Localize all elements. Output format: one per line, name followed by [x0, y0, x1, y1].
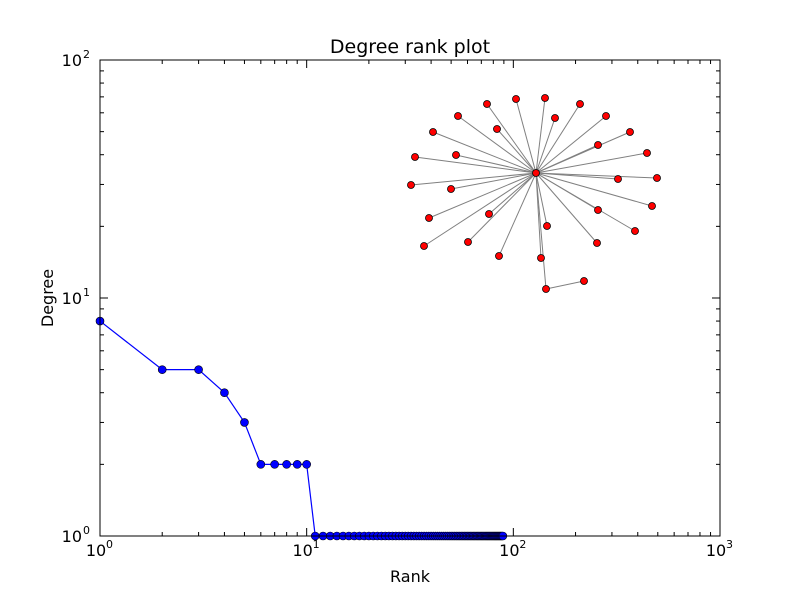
network-edge — [457, 115, 537, 174]
network-edge — [467, 172, 537, 243]
network-node — [580, 277, 588, 285]
network-node — [420, 242, 428, 250]
network-edge — [535, 144, 599, 174]
network-node — [576, 100, 584, 108]
network-edge — [535, 103, 581, 174]
network-edge — [486, 103, 537, 174]
network-node — [653, 174, 661, 182]
network-edge — [428, 172, 537, 219]
network-node — [551, 114, 559, 122]
network-edge — [410, 172, 537, 186]
x-tick-exponent: 3 — [726, 538, 733, 551]
network-node — [407, 181, 415, 189]
network-edge — [515, 98, 537, 174]
network-node — [602, 112, 610, 120]
network-edge — [535, 115, 607, 174]
network-node — [447, 185, 455, 193]
network-node — [543, 222, 551, 230]
degree-point — [270, 460, 279, 469]
network-edge — [535, 172, 548, 227]
y-axis-label: Degree — [38, 269, 57, 327]
degree-point — [194, 365, 203, 374]
network-edge — [535, 172, 653, 207]
network-node — [452, 151, 460, 159]
network-node — [614, 175, 622, 183]
network-node — [542, 285, 550, 293]
degree-point — [256, 460, 266, 469]
network-edge — [455, 154, 537, 174]
network-node — [541, 94, 549, 102]
y-tick-label: 10 — [62, 51, 82, 70]
network-node — [425, 214, 433, 222]
network-edge — [450, 172, 537, 190]
network-hub-node — [532, 169, 540, 177]
network-node — [483, 100, 491, 108]
network-node — [411, 153, 419, 161]
network-node — [495, 252, 503, 260]
network-edge — [535, 152, 648, 174]
network-edge — [535, 117, 556, 174]
network-edge — [414, 156, 537, 174]
network-node — [631, 227, 639, 235]
degree-point — [220, 388, 229, 398]
network-node — [512, 95, 520, 103]
network-node — [594, 141, 602, 149]
y-tick-exponent: 1 — [83, 286, 90, 299]
network-node — [648, 202, 656, 210]
network-node — [594, 206, 602, 214]
y-tick-exponent: 2 — [83, 48, 90, 61]
degree-point — [240, 418, 249, 427]
x-tick-label: 10 — [86, 541, 106, 560]
network-node — [429, 128, 437, 136]
network-edge — [432, 131, 537, 174]
network-node — [593, 239, 601, 247]
x-tick-exponent: 0 — [106, 538, 113, 551]
network-node — [454, 112, 462, 120]
network-edge — [535, 172, 658, 179]
network-edge — [423, 172, 537, 247]
network-edge — [535, 97, 546, 174]
degree-point — [282, 460, 291, 469]
chart-title: Degree rank plot — [330, 36, 490, 58]
x-tick-label: 10 — [499, 541, 519, 560]
network-node — [537, 254, 545, 262]
network-edge — [535, 172, 547, 290]
network-inset — [407, 94, 661, 293]
network-edge — [496, 128, 537, 174]
network-edge — [498, 172, 537, 257]
degree-point — [302, 460, 311, 469]
y-tick-label: 10 — [62, 527, 82, 546]
network-edge — [535, 172, 636, 232]
x-tick-exponent: 1 — [313, 538, 320, 551]
x-tick-label: 10 — [706, 541, 726, 560]
x-axis-label: Rank — [390, 567, 431, 586]
network-node — [643, 149, 651, 157]
y-tick-label: 10 — [62, 289, 82, 308]
x-tick-exponent: 2 — [519, 538, 526, 551]
network-node — [493, 125, 501, 133]
axes-frame — [99, 59, 721, 537]
x-tick-label: 10 — [292, 541, 312, 560]
degree-point — [292, 460, 302, 469]
y-tick-exponent: 0 — [83, 524, 90, 537]
network-edge — [535, 172, 598, 244]
network-node — [464, 238, 472, 246]
network-edge — [545, 280, 585, 290]
network-edge — [488, 172, 537, 215]
network-node — [485, 210, 493, 218]
degree-point — [157, 365, 167, 374]
network-node — [626, 128, 634, 136]
